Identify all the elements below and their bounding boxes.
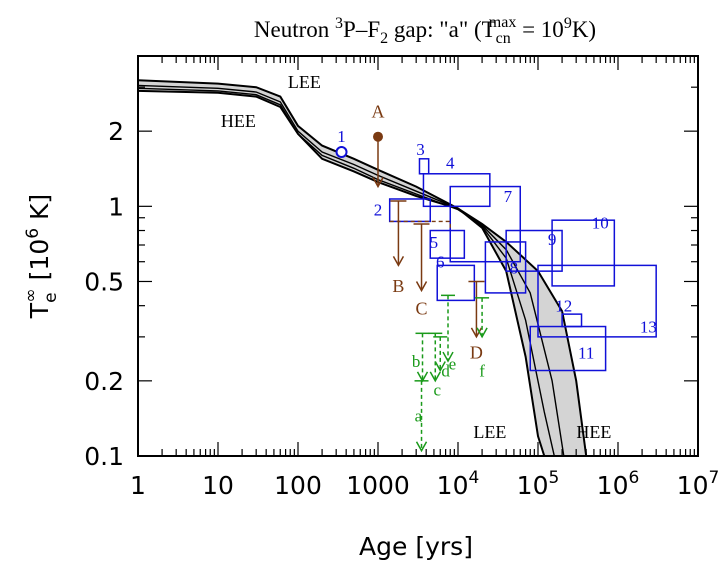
curve-label-hee-3: HEE xyxy=(576,422,611,442)
source-point-1 xyxy=(335,146,348,159)
x-tick-label: 106 xyxy=(597,468,640,500)
curve-label-lee-0: LEE xyxy=(288,72,321,92)
plot-frame xyxy=(137,55,699,457)
source-label-7: 7 xyxy=(504,187,513,206)
x-axis-label: Age [yrs] xyxy=(359,532,473,561)
limit-label-D: D xyxy=(470,342,483,362)
x-tick-label: 10 xyxy=(202,471,234,500)
band-fill xyxy=(138,80,587,456)
limit-label-A: A xyxy=(372,101,385,121)
limit-label-C: C xyxy=(416,298,428,318)
cooling-band xyxy=(138,80,587,456)
x-tick-label: 105 xyxy=(517,468,560,500)
source-box-4 xyxy=(422,173,491,208)
source-label-6: 6 xyxy=(436,253,445,272)
green-limit-f-head xyxy=(476,327,488,339)
source-label-12: 12 xyxy=(555,297,572,316)
source-box-12 xyxy=(561,313,583,328)
x-tick-label: 100 xyxy=(274,471,322,500)
source-label-1: 1 xyxy=(337,127,346,146)
green-limit-label-d: d xyxy=(441,362,450,381)
source-label-2: 2 xyxy=(374,201,383,220)
y-tick-label: 2 xyxy=(108,117,124,146)
green-limit-a-head xyxy=(415,441,428,453)
green-limit-e-head xyxy=(442,351,454,363)
green-limit-label-b: b xyxy=(412,352,421,371)
source-box-9 xyxy=(505,229,563,272)
x-tick-label: 107 xyxy=(677,468,720,500)
curve-labels: LEE HEE LEE HEE xyxy=(221,72,611,442)
limit-C-head xyxy=(415,281,428,293)
source-box-3 xyxy=(418,158,430,175)
curve-label-lee-2: LEE xyxy=(473,422,506,442)
y-tick-label: 1 xyxy=(108,192,124,221)
y-axis-label: Te∞ [106 K] xyxy=(21,194,61,319)
limit-label-B: B xyxy=(392,276,404,296)
green-limit-label-e: e xyxy=(449,354,457,373)
y-tick-label: 0.2 xyxy=(84,367,124,396)
source-box-2 xyxy=(388,198,432,223)
hee-curve xyxy=(138,89,588,456)
x-tick-label: 1000 xyxy=(346,471,410,500)
green-limit-label-a: a xyxy=(415,407,423,426)
chart-title: Neutron 3P–F2 gap: "a" (Tcnmax = 109K) xyxy=(254,14,596,47)
source-label-4: 4 xyxy=(446,153,455,172)
curve-label-hee-1: HEE xyxy=(221,111,256,131)
limit-A-head xyxy=(372,177,384,189)
source-box-10 xyxy=(551,219,616,287)
y-tick-label: 0.5 xyxy=(84,267,124,296)
green-limit-c-head xyxy=(429,371,441,383)
x-tick-label: 104 xyxy=(437,468,480,500)
green-limit-label-c: c xyxy=(433,380,441,399)
green-limit-b-head xyxy=(416,371,429,383)
source-label-3: 3 xyxy=(416,140,425,159)
limit-D-head xyxy=(470,327,483,339)
green-limit-d-head xyxy=(434,361,446,373)
inner-curve-2 xyxy=(138,87,565,456)
source-box-6 xyxy=(436,264,476,302)
x-tick-label: 1 xyxy=(130,471,146,500)
source-label-5: 5 xyxy=(430,233,439,252)
source-label-8: 8 xyxy=(510,258,519,277)
source-label-11: 11 xyxy=(578,343,594,362)
green-limit-label-f: f xyxy=(479,362,485,381)
source-box-13 xyxy=(537,264,657,338)
inner-curve-1 xyxy=(138,84,555,456)
source-label-10: 10 xyxy=(592,214,609,233)
limit-dashed-box xyxy=(389,220,451,231)
limit-B-head xyxy=(392,256,405,267)
source-box-5 xyxy=(429,229,466,259)
limit-dot-A xyxy=(373,131,383,142)
brown-upper-limits: A BC D xyxy=(372,101,485,362)
source-label-13: 13 xyxy=(640,318,657,337)
y-tick-label: 0.1 xyxy=(84,442,124,471)
